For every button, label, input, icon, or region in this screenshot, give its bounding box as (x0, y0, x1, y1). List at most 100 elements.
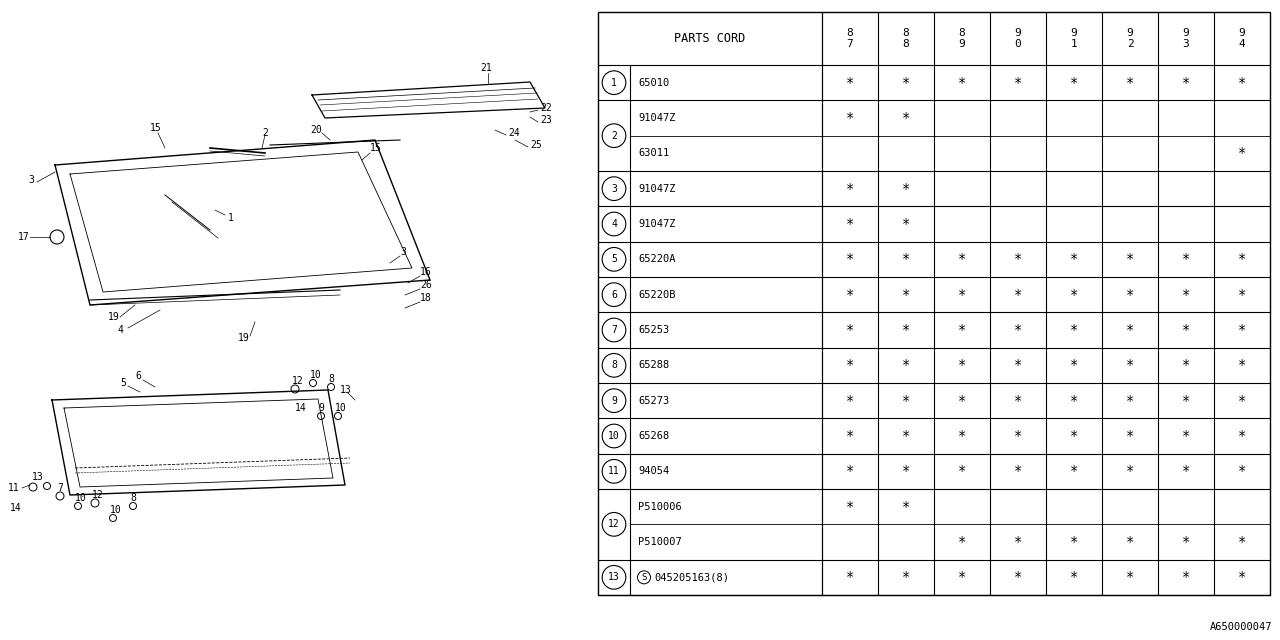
Text: *: * (902, 111, 910, 125)
Text: *: * (902, 323, 910, 337)
Text: *: * (846, 465, 854, 478)
Text: 9: 9 (611, 396, 617, 406)
Text: *: * (902, 217, 910, 231)
Text: *: * (846, 182, 854, 196)
Text: 2: 2 (611, 131, 617, 141)
Text: *: * (1014, 535, 1023, 549)
Text: *: * (1126, 252, 1134, 266)
Text: *: * (1014, 394, 1023, 408)
Text: *: * (1126, 429, 1134, 443)
Text: 8: 8 (131, 493, 136, 503)
Text: *: * (1070, 252, 1078, 266)
Text: 5: 5 (120, 378, 125, 388)
Text: *: * (957, 570, 966, 584)
Text: P510007: P510007 (637, 537, 682, 547)
Text: 12: 12 (92, 490, 104, 500)
Text: 63011: 63011 (637, 148, 669, 158)
Text: 65288: 65288 (637, 360, 669, 371)
Text: *: * (1070, 570, 1078, 584)
Text: *: * (957, 252, 966, 266)
Text: *: * (1126, 535, 1134, 549)
Text: 12: 12 (292, 376, 303, 386)
Text: *: * (957, 287, 966, 301)
Text: *: * (902, 358, 910, 372)
Text: *: * (1238, 429, 1247, 443)
Text: *: * (1126, 394, 1134, 408)
Text: 8: 8 (328, 374, 334, 384)
Text: 1: 1 (611, 77, 617, 88)
Text: *: * (1070, 358, 1078, 372)
Text: *: * (1070, 323, 1078, 337)
Text: *: * (1126, 465, 1134, 478)
Text: 16: 16 (420, 267, 431, 277)
Text: *: * (1181, 323, 1190, 337)
Text: *: * (1181, 465, 1190, 478)
Text: 9
1: 9 1 (1070, 28, 1078, 49)
Text: 9
0: 9 0 (1015, 28, 1021, 49)
Text: 9
4: 9 4 (1239, 28, 1245, 49)
Text: *: * (1181, 535, 1190, 549)
Text: 22: 22 (540, 103, 552, 113)
Text: *: * (846, 252, 854, 266)
Text: *: * (846, 76, 854, 90)
Text: 21: 21 (480, 63, 492, 73)
Text: *: * (846, 287, 854, 301)
Text: *: * (902, 500, 910, 514)
Text: 1: 1 (228, 213, 234, 223)
Text: *: * (846, 323, 854, 337)
Text: *: * (957, 358, 966, 372)
Text: 15: 15 (150, 123, 161, 133)
Text: 65268: 65268 (637, 431, 669, 441)
Text: 12: 12 (608, 519, 620, 529)
Text: 8
8: 8 8 (902, 28, 909, 49)
Text: 11: 11 (8, 483, 19, 493)
Text: S: S (641, 573, 646, 582)
Text: *: * (1126, 287, 1134, 301)
Text: 8: 8 (611, 360, 617, 371)
Text: 65220B: 65220B (637, 290, 676, 300)
Text: 10: 10 (110, 505, 122, 515)
Text: 9
2: 9 2 (1126, 28, 1133, 49)
Text: *: * (1181, 287, 1190, 301)
Text: 2: 2 (262, 128, 268, 138)
Text: 91047Z: 91047Z (637, 184, 676, 194)
Text: 6: 6 (611, 290, 617, 300)
Text: 18: 18 (420, 293, 431, 303)
Text: 6: 6 (134, 371, 141, 381)
Text: *: * (1238, 465, 1247, 478)
Text: A650000047: A650000047 (1210, 622, 1272, 632)
Text: 19: 19 (238, 333, 250, 343)
Text: P510006: P510006 (637, 502, 682, 511)
Text: 5: 5 (611, 254, 617, 264)
Text: 4: 4 (118, 325, 124, 335)
Text: *: * (957, 323, 966, 337)
Text: *: * (902, 394, 910, 408)
Text: 8
9: 8 9 (959, 28, 965, 49)
Text: *: * (1126, 76, 1134, 90)
Text: *: * (1014, 252, 1023, 266)
Text: 3: 3 (611, 184, 617, 194)
Text: *: * (1014, 570, 1023, 584)
Text: *: * (1014, 465, 1023, 478)
Text: *: * (1238, 323, 1247, 337)
Text: 13: 13 (32, 472, 44, 482)
Text: 3: 3 (399, 247, 406, 257)
Text: 15: 15 (370, 143, 381, 153)
Text: *: * (957, 535, 966, 549)
Text: 9
3: 9 3 (1183, 28, 1189, 49)
Text: *: * (846, 111, 854, 125)
Text: 19: 19 (108, 312, 120, 322)
Text: 8
7: 8 7 (846, 28, 854, 49)
Text: *: * (1014, 358, 1023, 372)
Text: 65010: 65010 (637, 77, 669, 88)
Text: *: * (1070, 76, 1078, 90)
Text: *: * (846, 570, 854, 584)
Text: 65253: 65253 (637, 325, 669, 335)
Text: 65273: 65273 (637, 396, 669, 406)
Text: *: * (957, 429, 966, 443)
Text: *: * (1181, 394, 1190, 408)
Text: 11: 11 (608, 467, 620, 476)
Text: *: * (1181, 76, 1190, 90)
Text: *: * (902, 287, 910, 301)
Text: 3: 3 (28, 175, 33, 185)
